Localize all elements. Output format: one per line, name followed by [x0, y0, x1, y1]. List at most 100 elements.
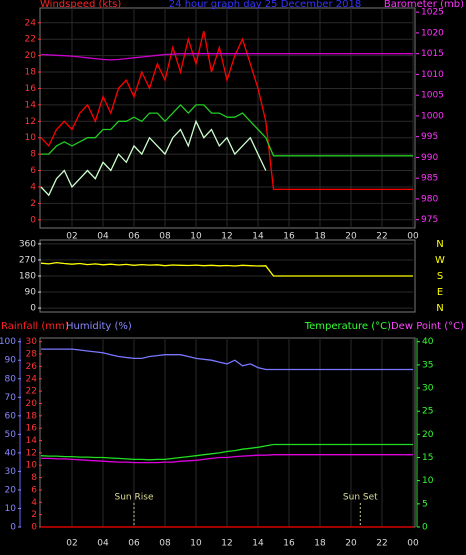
y-tick-label: 30: [26, 337, 38, 347]
x-tick-label: 04: [97, 232, 109, 242]
y-tick-label: 20: [25, 51, 37, 61]
y-tick-label: 22: [25, 35, 36, 45]
x-tick-label: 20: [345, 539, 357, 549]
y-tick-label: 16: [26, 424, 38, 434]
y-tick-label: 0: [422, 523, 428, 533]
y-tick-label: 40: [5, 448, 17, 458]
y-tick-label: 2: [31, 510, 37, 520]
series-line: [41, 348, 413, 371]
direction-label: S: [437, 271, 443, 282]
y-tick-label: 30: [5, 467, 17, 477]
annotation: Sun Set: [343, 493, 378, 503]
y-tick-label: 6: [31, 485, 37, 495]
x-tick-label: 06: [128, 232, 140, 242]
x-tick-label: 16: [283, 539, 295, 549]
direction-label: N: [436, 239, 443, 250]
y-tick-label: 975: [421, 215, 438, 225]
x-tick-label: 16: [283, 232, 295, 242]
y-tick-label: 26: [26, 362, 38, 372]
series-line: [40, 261, 413, 277]
y-tick-label: 50: [5, 430, 17, 440]
y-tick-label: 8: [30, 150, 36, 160]
y-tick-label: 0: [30, 304, 36, 314]
y-tick-label: 18: [25, 68, 37, 78]
x-tick-label: 08: [159, 232, 171, 242]
x-tick-label: 08: [159, 539, 171, 549]
y-tick-label: 14: [25, 100, 37, 110]
y-tick-label: 270: [19, 255, 36, 265]
y-tick-label: 4: [31, 498, 37, 508]
y-tick-label: 10: [26, 461, 38, 471]
x-tick-label: 10: [190, 539, 202, 549]
y-tick-label: 1025: [421, 8, 444, 18]
y-tick-label: 22: [26, 387, 37, 397]
y-tick-label: 2: [30, 199, 36, 209]
series-line: [40, 119, 267, 197]
series-line: [41, 103, 413, 157]
direction-label: E: [437, 287, 443, 298]
y-tick-label: 0: [30, 215, 36, 225]
y-tick-label: 12: [26, 448, 37, 458]
y-tick-label: 14: [26, 436, 38, 446]
y-tick-label: 100: [0, 337, 16, 347]
legend-dew-point: Dew Point (°C): [391, 321, 464, 332]
x-tick-label: 02: [66, 232, 77, 242]
y-tick-label: 1010: [421, 70, 444, 80]
y-tick-label: 1000: [421, 111, 444, 121]
legend-humidity: Humidity (%): [66, 321, 132, 332]
y-tick-label: 980: [421, 194, 438, 204]
y-tick-label: 5: [422, 499, 428, 509]
x-tick-label: 12: [221, 232, 232, 242]
x-tick-label: 22: [376, 539, 387, 549]
series-line: [40, 30, 413, 191]
x-tick-label: 10: [190, 232, 202, 242]
y-tick-label: 8: [31, 473, 37, 483]
y-tick-label: 985: [421, 174, 438, 184]
x-tick-label: 18: [314, 232, 326, 242]
y-tick-label: 28: [26, 350, 38, 360]
y-tick-label: 80: [5, 374, 17, 384]
y-tick-label: 24: [25, 18, 37, 28]
y-tick-label: 20: [422, 430, 434, 440]
y-tick-label: 16: [25, 84, 37, 94]
x-tick-label: 00: [407, 539, 419, 549]
y-tick-label: 90: [25, 288, 37, 298]
y-tick-label: 60: [5, 411, 17, 421]
y-tick-label: 360: [19, 239, 36, 249]
direction-label: W: [435, 255, 445, 266]
y-tick-label: 0: [31, 523, 37, 533]
annotation: Sun Rise: [115, 493, 154, 503]
y-tick-label: 180: [19, 272, 36, 282]
x-tick-label: 02: [66, 539, 77, 549]
chart-title: 24 hour graph day 25 December 2018: [169, 0, 361, 10]
y-tick-label: 15: [422, 453, 433, 463]
y-tick-label: 4: [30, 182, 36, 192]
y-tick-label: 20: [5, 485, 17, 495]
legend-rainfall: Rainfall (mm): [1, 321, 69, 332]
x-tick-label: 14: [252, 539, 264, 549]
y-tick-label: 40: [422, 337, 434, 347]
series-line: [40, 53, 413, 61]
y-tick-label: 25: [422, 407, 433, 417]
y-tick-label: 90: [5, 356, 17, 366]
x-tick-label: 22: [376, 232, 387, 242]
series-line: [41, 454, 413, 464]
y-tick-label: 70: [5, 393, 17, 403]
barometer-axis-label: Barometer (mb): [384, 0, 464, 10]
y-tick-label: 10: [5, 504, 17, 514]
y-tick-label: 0: [10, 523, 16, 533]
x-tick-label: 00: [407, 232, 419, 242]
x-tick-label: 14: [252, 232, 264, 242]
y-tick-label: 24: [26, 374, 38, 384]
x-tick-label: 20: [345, 232, 357, 242]
series-line: [40, 443, 413, 461]
y-tick-label: 990: [421, 153, 438, 163]
y-tick-label: 10: [422, 476, 434, 486]
y-tick-label: 18: [26, 411, 38, 421]
y-tick-label: 20: [26, 399, 38, 409]
y-tick-label: 10: [25, 133, 37, 143]
direction-label: N: [436, 303, 443, 314]
y-tick-label: 12: [25, 117, 36, 127]
x-tick-label: 12: [221, 539, 232, 549]
